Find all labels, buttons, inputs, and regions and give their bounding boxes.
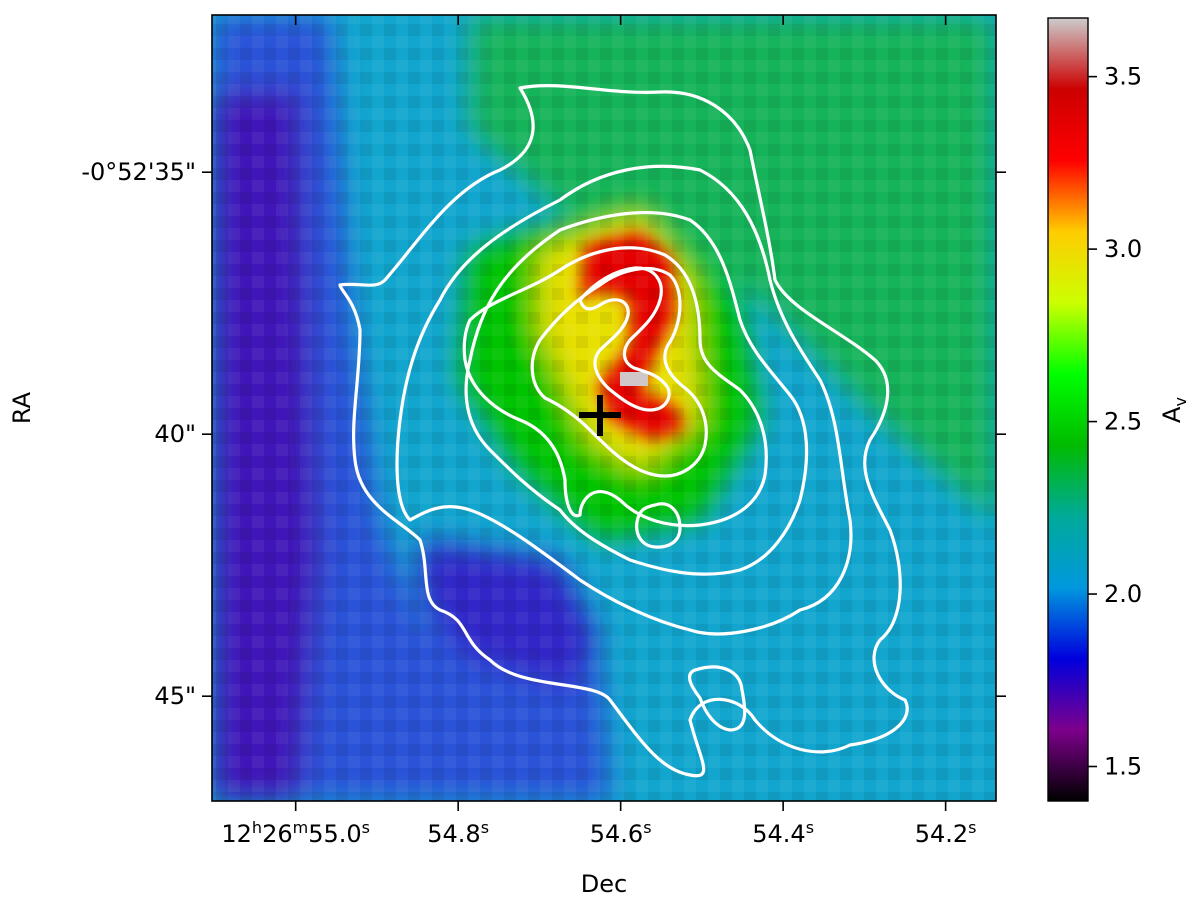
y-tick-label: -0°52'35" — [81, 158, 196, 186]
x-tick-labels: 12h26m55.0s 54.8s 54.6s 54.4s 54.2s — [221, 818, 976, 848]
colorbar: 1.5 2.0 2.5 3.0 3.5 Av — [1047, 17, 1190, 802]
y-tick-label: 40" — [154, 420, 196, 448]
pixel-noise — [212, 15, 996, 801]
colorbar-tick-label: 2.5 — [1104, 408, 1142, 436]
colorbar-frame — [1047, 17, 1089, 802]
x-tick-label: 54.4s — [752, 818, 814, 848]
colorbar-gradient — [1048, 18, 1088, 801]
axes — [202, 15, 1006, 811]
contour-level-5 — [530, 266, 708, 478]
contour-level-2 — [395, 164, 853, 636]
contour-level-3 — [464, 210, 809, 576]
y-tick-label: 45" — [154, 682, 196, 710]
y-axis-label: RA — [8, 391, 36, 424]
contour-level-6 — [578, 266, 671, 412]
map-image — [212, 15, 996, 801]
max-pixel — [620, 372, 648, 386]
x-tick-label: 54.8s — [427, 818, 489, 848]
x-tick-label: 54.2s — [915, 818, 977, 848]
colorbar-ticks: 1.5 2.0 2.5 3.0 3.5 — [1088, 63, 1142, 781]
extinction-map — [211, 14, 997, 802]
contours — [338, 84, 909, 778]
x-axis-label: Dec — [581, 870, 627, 898]
x-tick-label: 54.6s — [590, 818, 652, 848]
source-marker — [579, 395, 621, 436]
plot-frame — [211, 14, 997, 802]
contour-level-1 — [338, 84, 909, 778]
contour-south-island — [635, 502, 682, 549]
colorbar-tick-label: 3.5 — [1104, 63, 1142, 91]
colorbar-label: Av — [1158, 397, 1190, 423]
colorbar-label-main: A — [1158, 406, 1186, 423]
svg-text:Av: Av — [1158, 397, 1190, 423]
colorbar-label-sub: v — [1171, 397, 1190, 406]
contour-southeast-island — [687, 665, 747, 732]
x-tick-label: 12h26m55.0s — [221, 818, 370, 848]
y-tick-labels: -0°52'35" 40" 45" — [81, 158, 196, 710]
colorbar-tick-label: 3.0 — [1104, 235, 1142, 263]
colorbar-tick-label: 1.5 — [1104, 753, 1142, 781]
colorbar-tick-label: 2.0 — [1104, 580, 1142, 608]
contour-level-4 — [462, 246, 768, 528]
